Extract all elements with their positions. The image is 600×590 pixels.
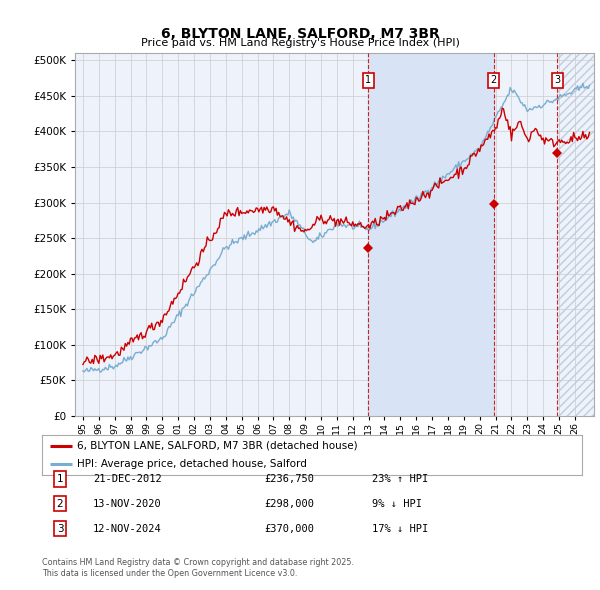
Text: HPI: Average price, detached house, Salford: HPI: Average price, detached house, Salf… [77,459,307,469]
Text: 6, BLYTON LANE, SALFORD, M7 3BR (detached house): 6, BLYTON LANE, SALFORD, M7 3BR (detache… [77,441,358,451]
Text: 17% ↓ HPI: 17% ↓ HPI [372,524,428,533]
Text: 1: 1 [365,75,371,85]
Text: 9% ↓ HPI: 9% ↓ HPI [372,499,422,509]
Text: 1: 1 [56,474,64,484]
Bar [557,53,594,416]
Text: 6, BLYTON LANE, SALFORD, M7 3BR: 6, BLYTON LANE, SALFORD, M7 3BR [161,27,439,41]
Text: 23% ↑ HPI: 23% ↑ HPI [372,474,428,484]
Text: This data is licensed under the Open Government Licence v3.0.: This data is licensed under the Open Gov… [42,569,298,578]
Text: 2: 2 [490,75,497,85]
Text: 12-NOV-2024: 12-NOV-2024 [93,524,162,533]
Text: 13-NOV-2020: 13-NOV-2020 [93,499,162,509]
Text: 2: 2 [56,499,64,509]
Text: 3: 3 [554,75,560,85]
Text: 21-DEC-2012: 21-DEC-2012 [93,474,162,484]
Text: Price paid vs. HM Land Registry's House Price Index (HPI): Price paid vs. HM Land Registry's House … [140,38,460,48]
Bar [368,53,494,416]
Text: £370,000: £370,000 [264,524,314,533]
Text: £236,750: £236,750 [264,474,314,484]
Text: Contains HM Land Registry data © Crown copyright and database right 2025.: Contains HM Land Registry data © Crown c… [42,558,354,566]
Text: 3: 3 [56,524,64,533]
Text: £298,000: £298,000 [264,499,314,509]
